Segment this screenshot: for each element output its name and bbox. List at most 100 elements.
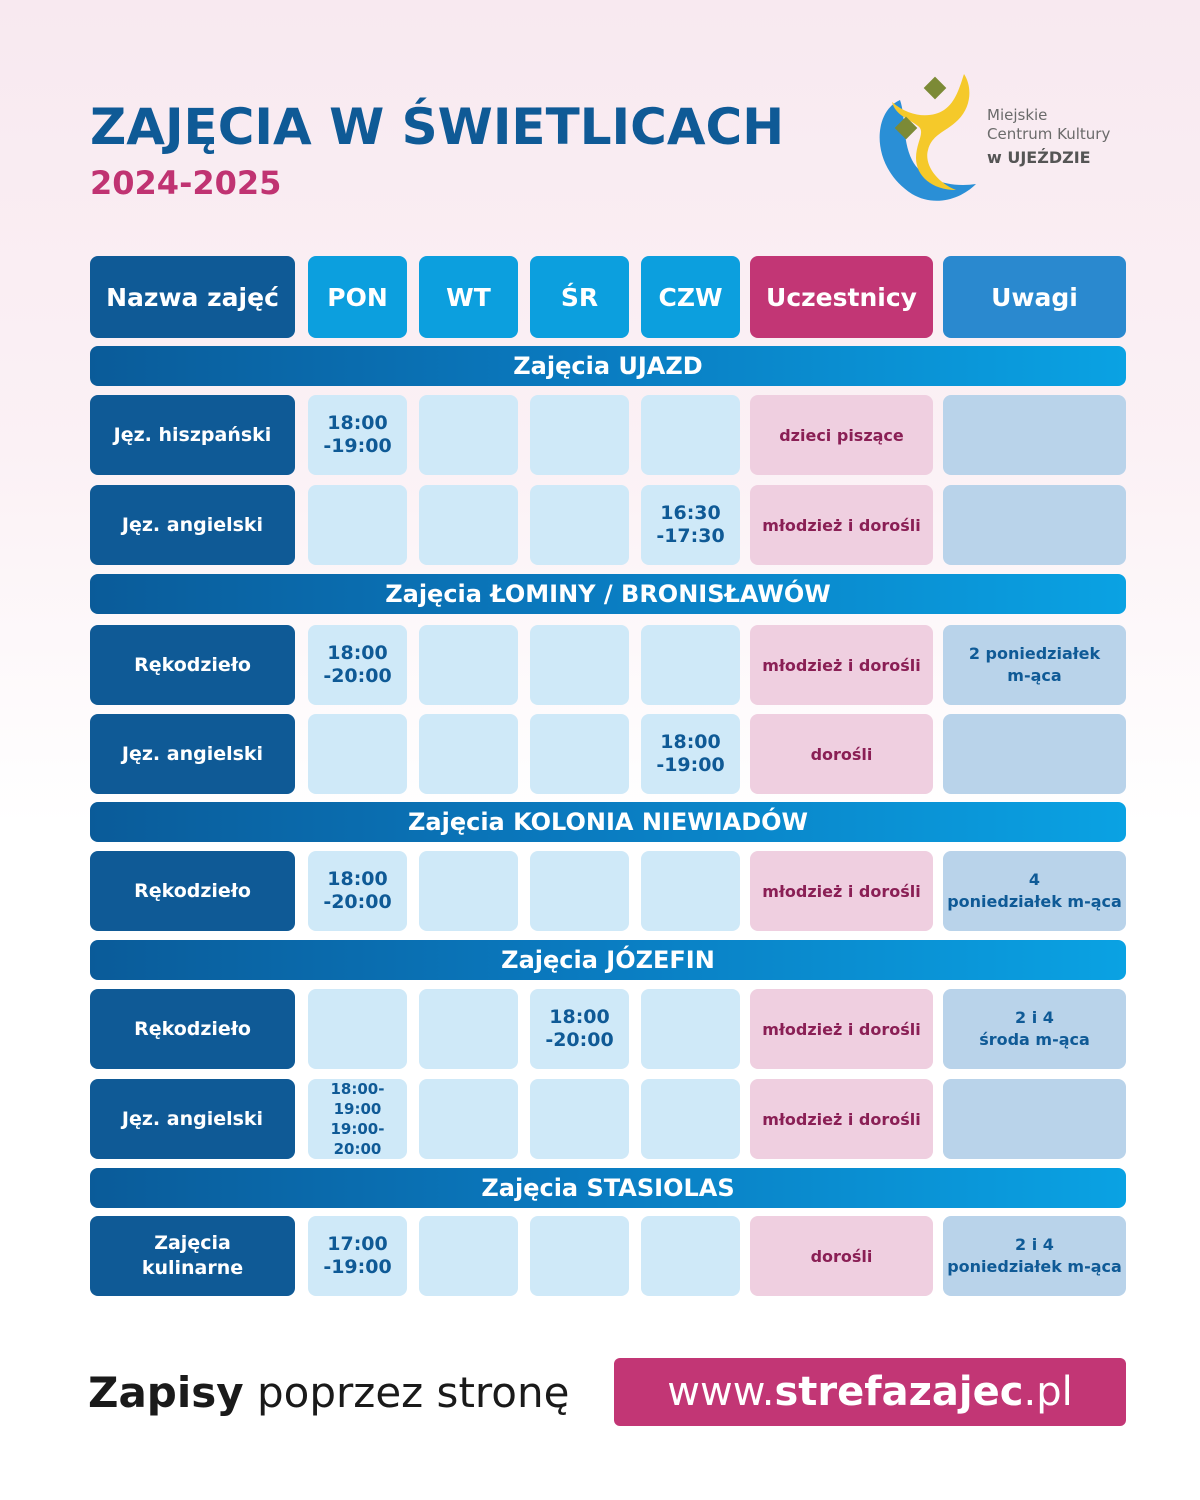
- day-czw-cell: [641, 625, 740, 705]
- time-line: -20:00: [323, 891, 392, 913]
- table-row: Zajęcia kulinarne 17:00 -19:00 dorośli 2 i 4 p…: [90, 1216, 1126, 1296]
- logo-line-2: Centrum Kultury: [987, 125, 1111, 143]
- day-wt-cell: [419, 989, 518, 1069]
- url-suffix: .pl: [1023, 1369, 1073, 1415]
- table-row: Rękodzieło 18:00 -20:00 młodzież i dorośli 2…: [90, 989, 1126, 1069]
- day-czw-cell: [641, 851, 740, 931]
- table-row: Rękodzieło 18:00 -20:00 młodzież i dorośli 4…: [90, 851, 1126, 931]
- table-row: Jęz. hiszpański 18:00 -19:00 dzieci piszące: [90, 395, 1126, 475]
- note-line: poniedziałek m-ąca: [947, 892, 1122, 911]
- section-header: Zajęcia ŁOMINY / BRONISŁAWÓW: [90, 574, 1126, 614]
- url-bold: strefazajec: [774, 1369, 1024, 1415]
- day-wt-cell: [419, 851, 518, 931]
- header-name: Nazwa zajęć: [90, 256, 295, 338]
- day-pon-cell: 18:00 -19:00: [308, 395, 407, 475]
- signup-rest: poprzez stronę: [243, 1368, 570, 1417]
- activity-name-line: Rękodzieło: [134, 879, 251, 902]
- activity-name: Rękodzieło: [90, 625, 295, 705]
- note-line: środa m-ąca: [979, 1030, 1090, 1049]
- activity-name-line: kulinarne: [141, 1257, 244, 1279]
- notes-cell: [943, 714, 1126, 794]
- table-row: Jęz. angielski 18:00-19:00 19:00-20:00 młod…: [90, 1079, 1126, 1159]
- day-wt-cell: [419, 1216, 518, 1296]
- day-czw-cell: [641, 1216, 740, 1296]
- day-sr-cell: [530, 485, 629, 565]
- day-sr-cell: [530, 1079, 629, 1159]
- day-wt-cell: [419, 625, 518, 705]
- header-participants: Uczestnicy: [750, 256, 933, 338]
- time-line: 16:30: [660, 502, 721, 524]
- note-line: poniedziałek m-ąca: [947, 1257, 1122, 1276]
- note-line: 2 i 4: [1015, 1235, 1054, 1254]
- day-sr-cell: [530, 625, 629, 705]
- day-pon-cell: 18:00 -20:00: [308, 625, 407, 705]
- activity-name-line: Jęz. hiszpański: [113, 423, 272, 446]
- day-wt-cell: [419, 714, 518, 794]
- notes-cell: [943, 485, 1126, 565]
- day-pon-cell: [308, 989, 407, 1069]
- url-prefix: www.: [667, 1369, 775, 1415]
- time-line: -17:30: [656, 525, 725, 547]
- note-line: m-ąca: [1007, 666, 1062, 685]
- notes-cell: [943, 395, 1126, 475]
- time-line: -19:00: [323, 435, 392, 457]
- day-pon-cell: [308, 714, 407, 794]
- day-czw-cell: 16:30 -17:30: [641, 485, 740, 565]
- time-line: 18:00-19:00: [330, 1080, 385, 1118]
- signup-bold: Zapisy: [88, 1368, 244, 1417]
- day-pon-cell: 18:00-19:00 19:00-20:00: [308, 1079, 407, 1159]
- day-pon-cell: 18:00 -20:00: [308, 851, 407, 931]
- page-subtitle: 2024-2025: [90, 164, 282, 202]
- time-line: 17:00: [327, 1233, 388, 1255]
- notes-cell: 2 i 4 środa m-ąca: [943, 989, 1126, 1069]
- notes-cell: [943, 1079, 1126, 1159]
- participants-cell: młodzież i dorośli: [750, 851, 933, 931]
- logo: Miejskie Centrum Kultury w UJEŹDZIE: [872, 72, 1132, 207]
- day-pon-cell: 17:00 -19:00: [308, 1216, 407, 1296]
- section-header: Zajęcia JÓZEFIN: [90, 940, 1126, 980]
- section-header: Zajęcia UJAZD: [90, 346, 1126, 386]
- logo-line-3: w UJEŹDZIE: [987, 148, 1091, 167]
- day-sr-cell: [530, 714, 629, 794]
- header-sr: ŚR: [530, 256, 629, 338]
- day-czw-cell: [641, 395, 740, 475]
- section-header: Zajęcia KOLONIA NIEWIADÓW: [90, 802, 1126, 842]
- website-link[interactable]: www. strefazajec .pl: [614, 1358, 1126, 1426]
- day-czw-cell: [641, 989, 740, 1069]
- activity-name: Rękodzieło: [90, 989, 295, 1069]
- time-line: 18:00: [327, 868, 388, 890]
- participants-cell: młodzież i dorośli: [750, 485, 933, 565]
- time-line: -19:00: [323, 1256, 392, 1278]
- signup-text: Zapisy poprzez stronę: [88, 1368, 569, 1417]
- logo-figure-icon: [879, 74, 976, 201]
- activity-name: Zajęcia kulinarne: [90, 1216, 295, 1296]
- section-header: Zajęcia STASIOLAS: [90, 1168, 1126, 1208]
- activity-name: Jęz. angielski: [90, 1079, 295, 1159]
- notes-cell: 4 poniedziałek m-ąca: [943, 851, 1126, 931]
- day-czw-cell: [641, 1079, 740, 1159]
- table-row: Jęz. angielski 16:30 -17:30 młodzież i doro…: [90, 485, 1126, 565]
- participants-cell: dorośli: [750, 714, 933, 794]
- participants-cell: dorośli: [750, 1216, 933, 1296]
- time-line: -20:00: [545, 1029, 614, 1051]
- activity-name: Jęz. angielski: [90, 714, 295, 794]
- day-sr-cell: [530, 851, 629, 931]
- time-line: 19:00-20:00: [330, 1120, 385, 1158]
- day-wt-cell: [419, 1079, 518, 1159]
- day-sr-cell: [530, 395, 629, 475]
- header-pon: PON: [308, 256, 407, 338]
- day-sr-cell: 18:00 -20:00: [530, 989, 629, 1069]
- activity-name-line: Zajęcia: [154, 1232, 231, 1254]
- logo-line-1: Miejskie: [987, 106, 1048, 124]
- activity-name-line: Jęz. angielski: [121, 742, 264, 765]
- day-wt-cell: [419, 485, 518, 565]
- activity-name-line: Jęz. angielski: [121, 1107, 264, 1130]
- time-line: -19:00: [656, 754, 725, 776]
- activity-name-line: Rękodzieło: [134, 1017, 251, 1040]
- page-title: ZAJĘCIA W ŚWIETLICACH: [90, 98, 785, 156]
- day-wt-cell: [419, 395, 518, 475]
- notes-cell: 2 i 4 poniedziałek m-ąca: [943, 1216, 1126, 1296]
- day-czw-cell: 18:00 -19:00: [641, 714, 740, 794]
- time-line: 18:00: [327, 412, 388, 434]
- activity-name: Jęz. hiszpański: [90, 395, 295, 475]
